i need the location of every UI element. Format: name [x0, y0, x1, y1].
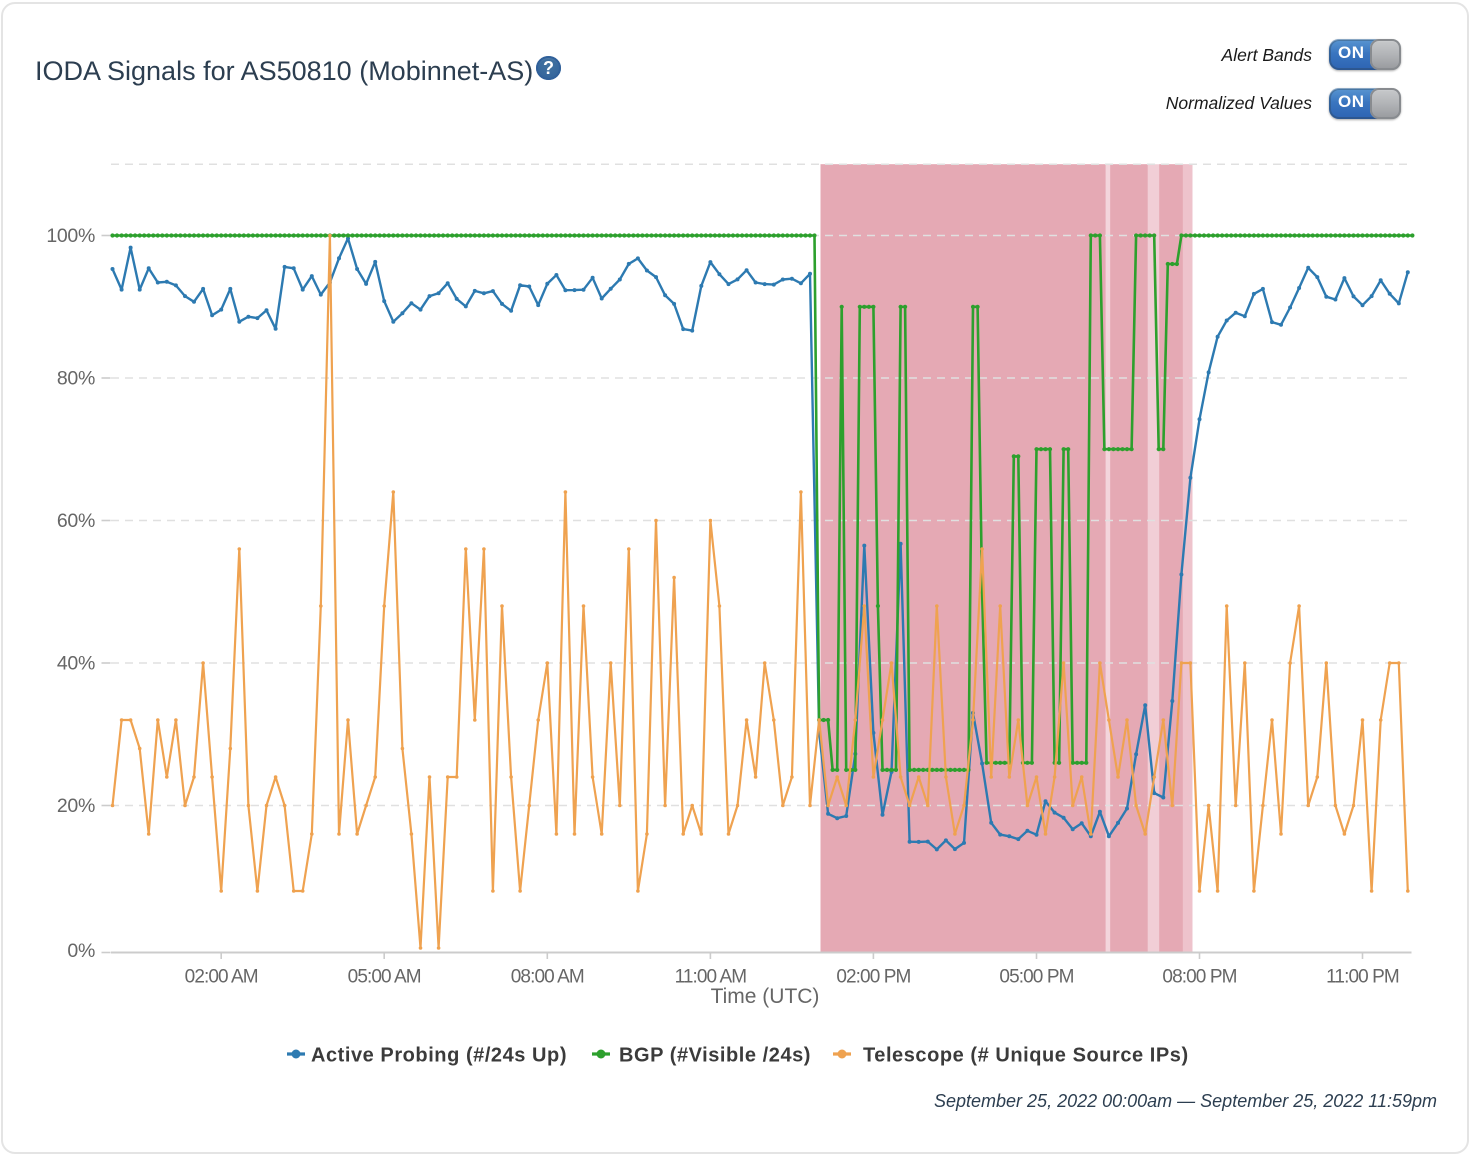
svg-text:100%: 100%	[46, 225, 95, 247]
svg-text:0%: 0%	[67, 940, 95, 962]
svg-text:40%: 40%	[57, 653, 95, 675]
svg-text:11:00 AM: 11:00 AM	[675, 967, 747, 988]
svg-text:02:00 PM: 02:00 PM	[836, 967, 910, 988]
svg-text:60%: 60%	[57, 510, 95, 532]
svg-text:BGP (#Visible /24s): BGP (#Visible /24s)	[619, 1045, 811, 1067]
svg-text:08:00 AM: 08:00 AM	[511, 967, 584, 988]
svg-text:Active Probing (#/24s Up): Active Probing (#/24s Up)	[311, 1045, 567, 1067]
svg-text:05:00 AM: 05:00 AM	[348, 967, 421, 988]
svg-text:Time (UTC): Time (UTC)	[711, 985, 820, 1008]
svg-text:02:00 AM: 02:00 AM	[185, 967, 258, 988]
svg-text:05:00 PM: 05:00 PM	[999, 967, 1073, 988]
svg-text:11:00 PM: 11:00 PM	[1326, 967, 1399, 988]
svg-text:08:00 PM: 08:00 PM	[1162, 967, 1236, 988]
svg-text:20%: 20%	[57, 795, 95, 817]
svg-text:Telescope (# Unique Source IPs: Telescope (# Unique Source IPs)	[863, 1045, 1189, 1067]
svg-text:80%: 80%	[57, 368, 95, 390]
